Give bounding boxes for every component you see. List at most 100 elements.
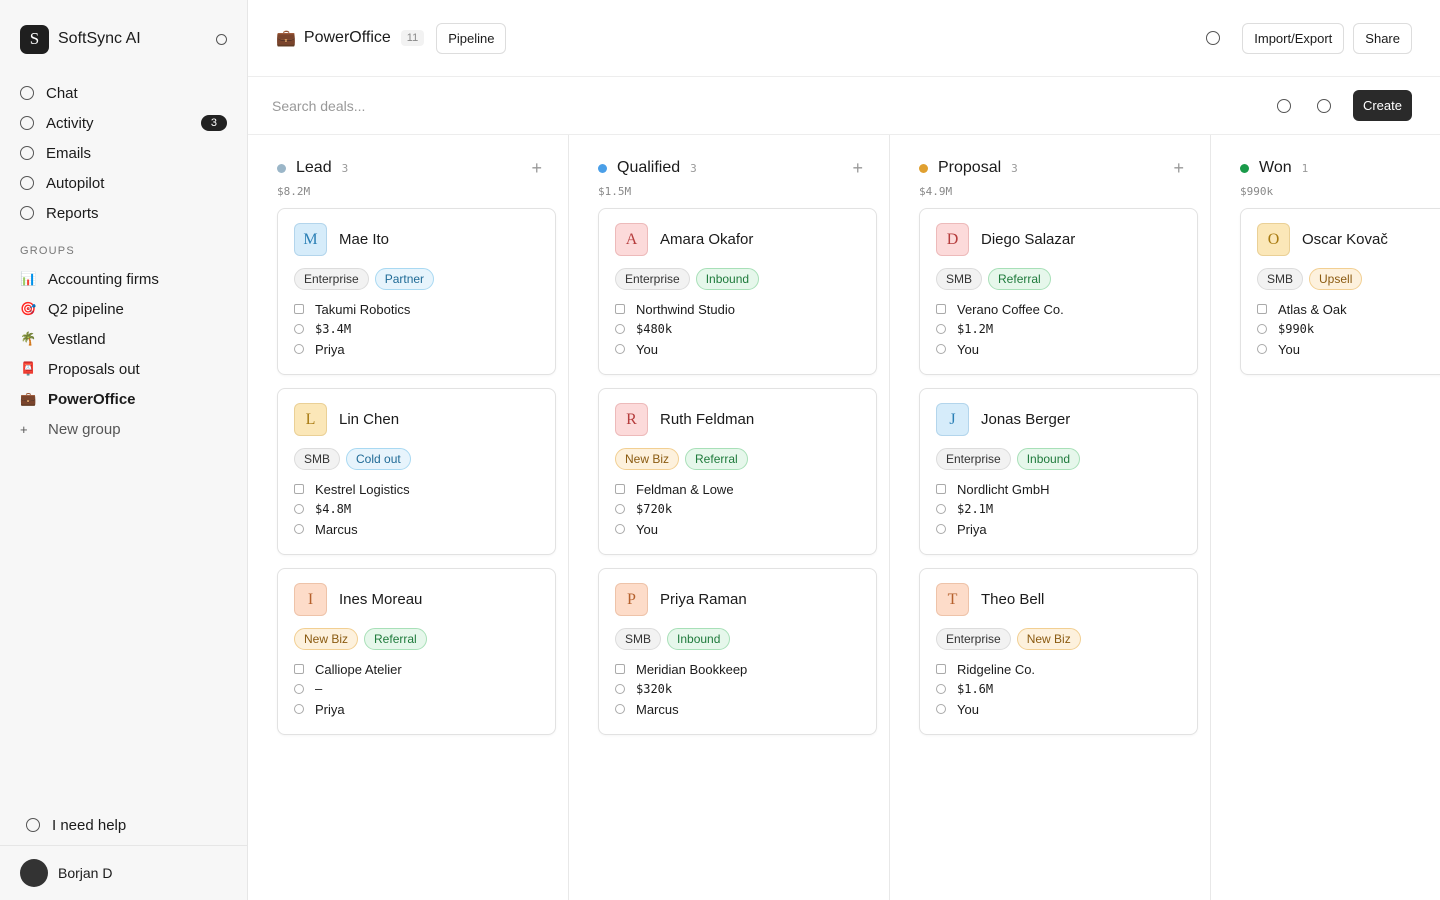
nav-label: Emails xyxy=(46,144,92,162)
tag: Partner xyxy=(374,268,435,290)
user[interactable]: Borjan D xyxy=(0,845,247,900)
nav-badge: 3 xyxy=(200,115,227,131)
value: $1.6M xyxy=(957,682,994,696)
add-button[interactable]: + xyxy=(531,157,542,178)
deal-card[interactable]: O Oscar Kovač SMB Upsell Atlas & Oak $990k You xyxy=(1240,208,1440,375)
deal-card[interactable]: M Mae Ito Enterprise Partner Takumi Robotics… xyxy=(277,208,556,375)
company: Verano Coffee Co. xyxy=(957,301,1064,317)
new-group[interactable]: + New group xyxy=(0,414,247,444)
deal-card[interactable]: L Lin Chen SMB Cold out Kestrel Logistics $4.… xyxy=(277,388,556,555)
group-item[interactable]: 💼 PowerOffice xyxy=(0,384,247,414)
tags: Enterprise Partner xyxy=(294,268,539,290)
column-header: Lead 3 + xyxy=(277,135,548,199)
add-button[interactable]: + xyxy=(1173,157,1184,178)
deal-card[interactable]: J Jonas Berger Enterprise Inbound Nordlicht … xyxy=(919,388,1198,555)
tags: Enterprise Inbound xyxy=(936,448,1181,470)
card-top: L Lin Chen xyxy=(294,403,539,436)
import-export[interactable]: Import/Export xyxy=(1242,22,1345,54)
sort-icon[interactable] xyxy=(1276,98,1291,113)
status-dot xyxy=(1240,163,1249,173)
card-owner: You xyxy=(615,339,860,359)
column: Lead 3 + $8.2M M Mae Ito Enterprise Partner Taku… xyxy=(248,135,569,900)
card-company: Takumi Robotics xyxy=(294,299,539,319)
company: Nordlicht GmbH xyxy=(957,481,1050,497)
value: $3.4M xyxy=(315,322,352,336)
deal-card[interactable]: A Amara Okafor Enterprise Inbound Northwind … xyxy=(598,208,877,375)
nav-icon xyxy=(20,176,34,190)
company: Calliope Atelier xyxy=(315,661,402,677)
card-top: I Ines Moreau xyxy=(294,583,539,616)
card-value: — xyxy=(294,679,539,699)
tag: Enterprise xyxy=(936,628,1011,650)
search-icon[interactable] xyxy=(216,33,227,45)
group-icon: 🎯 xyxy=(20,301,37,316)
value: $2.1M xyxy=(957,502,994,516)
icon-button[interactable] xyxy=(1206,31,1221,45)
nav-item[interactable]: Autopilot xyxy=(0,168,247,198)
help[interactable]: I need help xyxy=(0,810,247,840)
card-owner: You xyxy=(615,519,860,539)
tag: Enterprise xyxy=(294,268,369,290)
user-name: Borjan D xyxy=(58,865,113,881)
help-icon xyxy=(26,818,40,832)
card-company: Northwind Studio xyxy=(615,299,860,319)
create[interactable]: Create xyxy=(1352,90,1412,121)
card-owner: Priya xyxy=(294,339,539,359)
group-item[interactable]: 📊 Accounting firms xyxy=(0,264,247,294)
row-icon xyxy=(615,304,625,314)
company: Meridian Bookkeep xyxy=(636,661,748,677)
column-count: 1 xyxy=(1301,161,1309,175)
card-company: Ridgeline Co. xyxy=(936,659,1181,679)
card-owner: You xyxy=(936,699,1181,719)
tags: SMB Referral xyxy=(936,268,1181,290)
value: $1.2M xyxy=(957,322,994,336)
column-count: 3 xyxy=(690,161,697,175)
card-company: Kestrel Logistics xyxy=(294,479,539,499)
nav-item[interactable]: Activity 3 xyxy=(0,108,247,138)
deal-card[interactable]: P Priya Raman SMB Inbound Meridian Bookkeep $… xyxy=(598,568,877,735)
card-owner: Priya xyxy=(294,699,539,719)
group-icon: 🌴 xyxy=(20,331,37,346)
tag: SMB xyxy=(615,628,662,650)
avatar: O xyxy=(1257,223,1290,256)
share[interactable]: Share xyxy=(1353,22,1412,54)
nav-item[interactable]: Chat xyxy=(0,78,247,108)
value: $4.8M xyxy=(315,502,352,516)
view-select[interactable]: Pipeline xyxy=(436,22,507,54)
header-count: 11 xyxy=(400,30,425,46)
group-item[interactable]: 🎯 Q2 pipeline xyxy=(0,294,247,324)
group-item[interactable]: 📮 Proposals out xyxy=(0,354,247,384)
filter-icon[interactable] xyxy=(1316,98,1331,113)
card-value: $480k xyxy=(615,319,860,339)
card-top: D Diego Salazar xyxy=(936,223,1181,256)
toolbar: Search deals... Create xyxy=(248,77,1440,135)
add-button[interactable]: + xyxy=(852,157,863,178)
deal-card[interactable]: R Ruth Feldman New Biz Referral Feldman & Lo… xyxy=(598,388,877,555)
nav-item[interactable]: Reports xyxy=(0,198,247,228)
avatar: R xyxy=(615,403,648,436)
row-icon xyxy=(294,304,304,314)
deal-name: Theo Bell xyxy=(981,591,1045,608)
workspace: S SoftSync AI xyxy=(0,0,247,78)
group-label: Accounting firms xyxy=(48,270,159,288)
card-company: Calliope Atelier xyxy=(294,659,539,679)
row-icon xyxy=(936,324,946,334)
tags: Enterprise Inbound xyxy=(615,268,860,290)
tags: SMB Cold out xyxy=(294,448,539,470)
group-item[interactable]: 🌴 Vestland xyxy=(0,324,247,354)
row-icon xyxy=(294,324,304,334)
help-label: I need help xyxy=(52,816,127,834)
nav-label: Chat xyxy=(46,84,78,102)
deal-name: Mae Ito xyxy=(339,231,390,248)
card-value: $1.6M xyxy=(936,679,1181,699)
deal-card[interactable]: I Ines Moreau New Biz Referral Calliope Atel… xyxy=(277,568,556,735)
card-company: Nordlicht GmbH xyxy=(936,479,1181,499)
card-top: R Ruth Feldman xyxy=(615,403,860,436)
deal-card[interactable]: T Theo Bell Enterprise New Biz Ridgeline Co.… xyxy=(919,568,1198,735)
deal-card[interactable]: D Diego Salazar SMB Referral Verano Coffee C… xyxy=(919,208,1198,375)
search[interactable]: Search deals... xyxy=(272,97,366,114)
row-icon xyxy=(615,524,625,534)
nav-item[interactable]: Emails xyxy=(0,138,247,168)
